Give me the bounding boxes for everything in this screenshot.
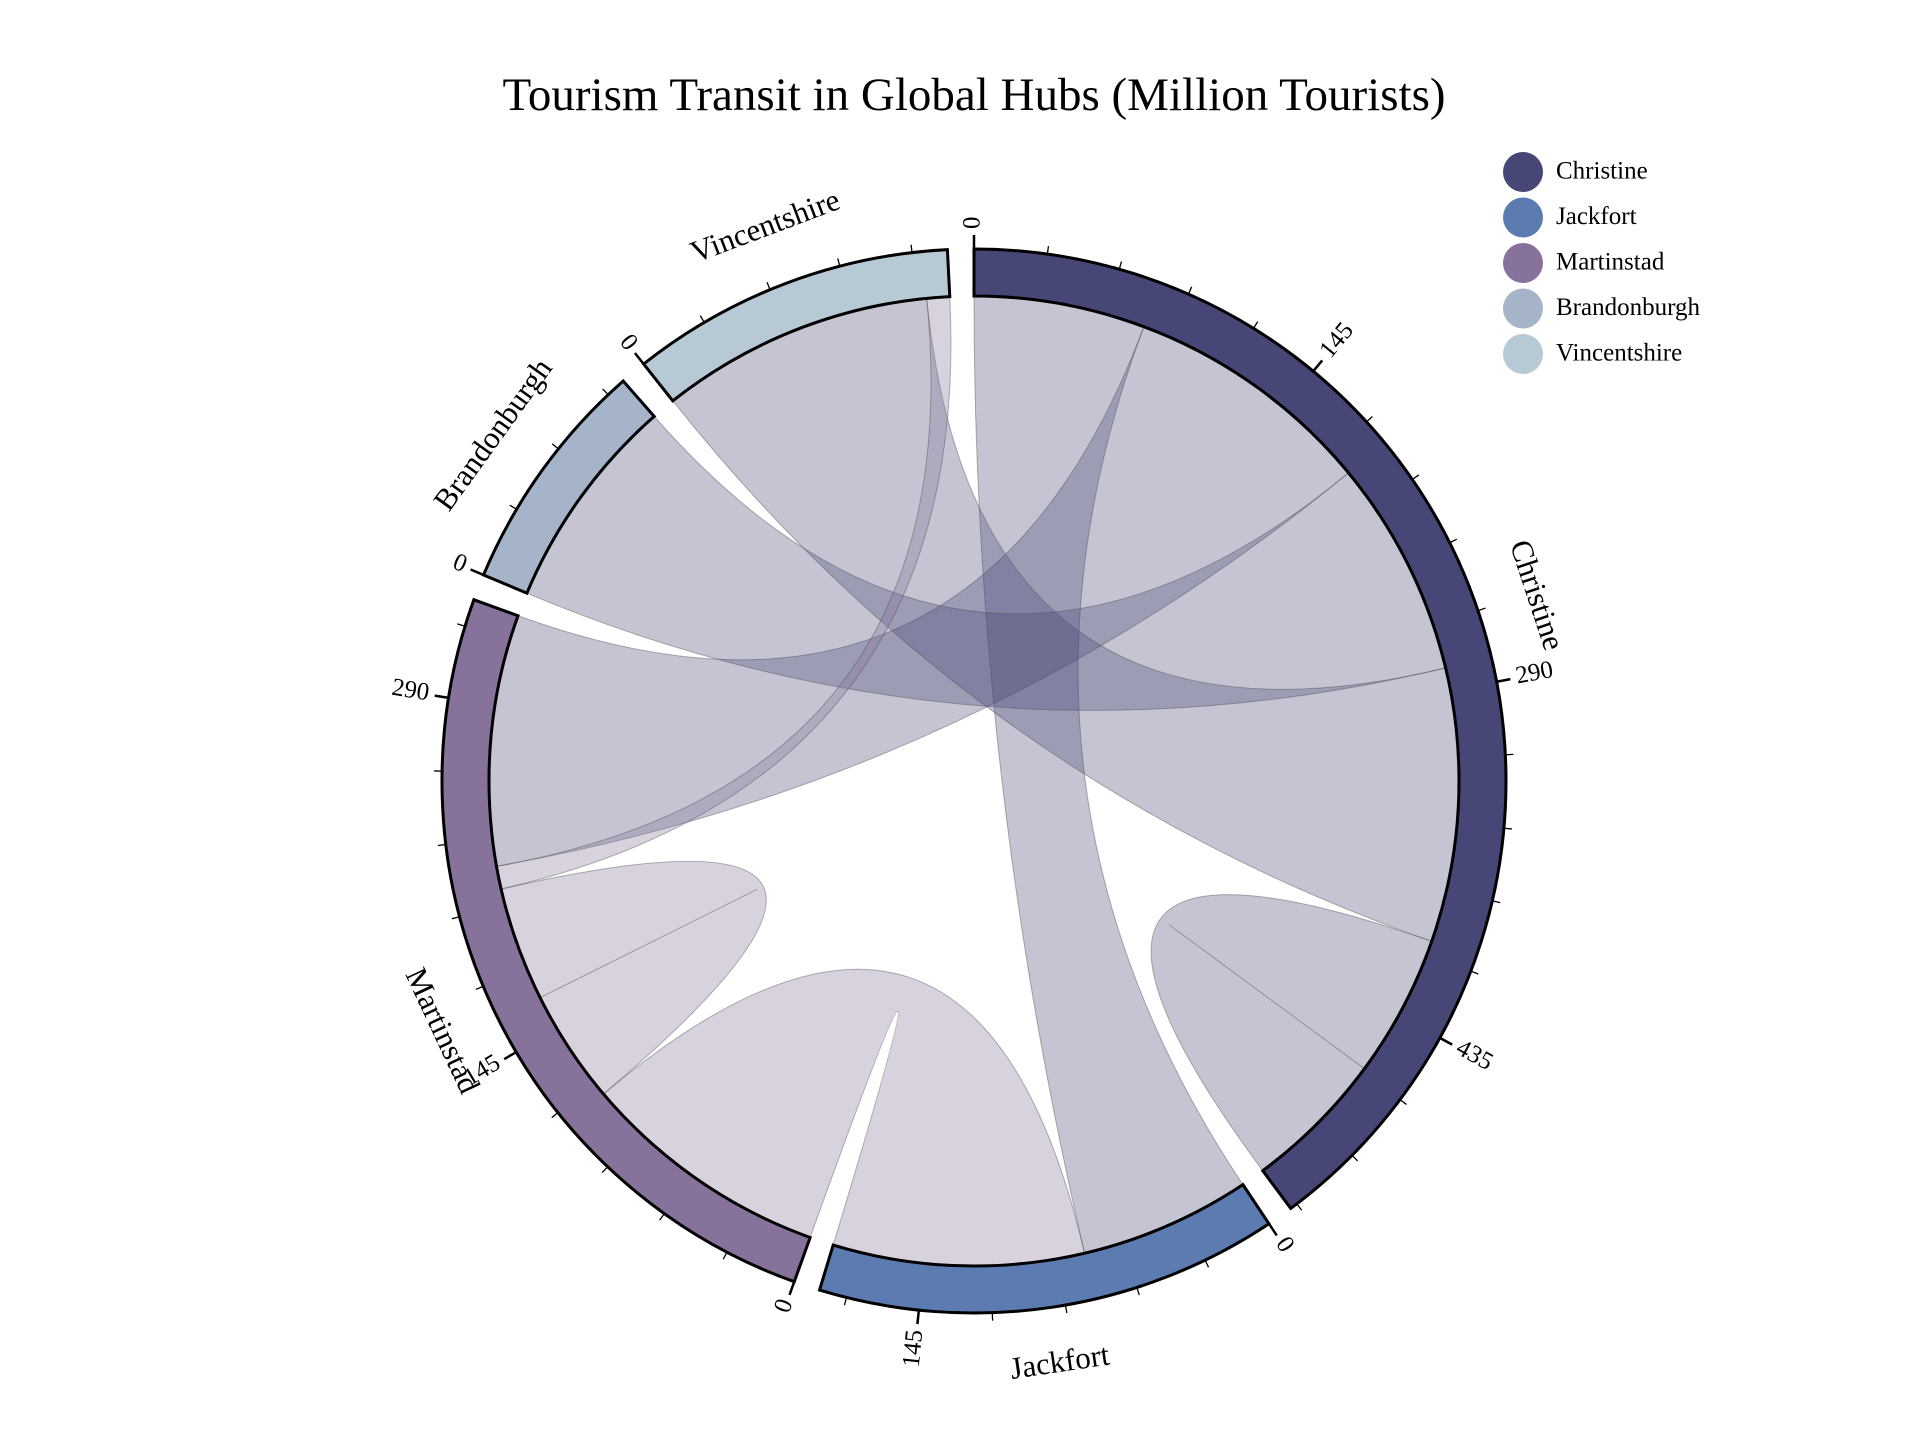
minor-tick <box>766 281 771 290</box>
minor-tick <box>1118 261 1123 270</box>
group-label-jackfort: Jackfort <box>1008 1337 1112 1386</box>
minor-tick <box>601 1166 609 1174</box>
minor-tick <box>1449 538 1458 544</box>
arc-vincentshire[interactable] <box>641 248 952 403</box>
minor-tick <box>1477 607 1486 612</box>
major-tick <box>470 568 485 577</box>
minor-tick <box>659 1213 665 1221</box>
minor-tick <box>837 258 841 267</box>
minor-tick <box>1187 286 1193 295</box>
legend: Christine Jackfort Martinstad Brandonburgh V… <box>1503 152 1700 374</box>
chart-title: Tourism Transit in Global Hubs (Million … <box>502 69 1445 121</box>
minor-tick <box>1204 1259 1210 1268</box>
major-tick <box>434 694 449 700</box>
legend-label-martinstad: Martinstad <box>1556 249 1665 276</box>
major-tick <box>1267 1223 1278 1237</box>
minor-tick <box>551 1112 559 1119</box>
tick-label: 0 <box>449 548 471 578</box>
minor-tick <box>843 1297 848 1306</box>
tick-label: 145 <box>898 1328 929 1368</box>
minor-tick <box>910 244 913 253</box>
arc-jackfort[interactable] <box>817 1182 1272 1315</box>
legend-swatch-jackfort <box>1503 197 1543 238</box>
minor-tick <box>551 443 559 450</box>
major-tick <box>1312 359 1324 373</box>
minor-tick <box>1503 827 1512 830</box>
group-label-martinstad: Martinstad <box>399 962 488 1099</box>
minor-tick <box>1351 1154 1359 1162</box>
minor-tick <box>602 388 609 396</box>
legend-label-christine: Christine <box>1556 158 1648 185</box>
tick-label: 0 <box>959 217 986 230</box>
minor-tick <box>1411 474 1420 480</box>
group-label-christine: Christine <box>1503 536 1572 655</box>
minor-tick <box>1296 1203 1303 1211</box>
major-tick <box>633 352 645 365</box>
legend-swatch-brandonburgh <box>1503 288 1543 329</box>
tick-label: 0 <box>769 1295 799 1316</box>
major-tick <box>788 1281 796 1296</box>
minor-tick <box>451 916 460 920</box>
legend-label-jackfort: Jackfort <box>1556 203 1637 230</box>
minor-tick <box>722 1251 728 1260</box>
minor-tick <box>1492 900 1501 904</box>
tick-label: 435 <box>1452 1034 1498 1076</box>
legend-swatch-martinstad <box>1503 243 1543 283</box>
tick-label: 0 <box>614 329 643 356</box>
minor-tick <box>1046 246 1050 255</box>
minor-tick <box>457 623 466 627</box>
arc-brandonburgh[interactable] <box>481 378 657 596</box>
minor-tick <box>1252 321 1259 329</box>
legend-swatch-christine <box>1503 152 1543 192</box>
group-arcs <box>440 247 1508 1315</box>
arc-christine[interactable] <box>972 247 1508 1211</box>
major-tick <box>916 1310 921 1325</box>
major-tick <box>1496 677 1511 683</box>
legend-label-brandonburgh: Brandonburgh <box>1556 294 1700 321</box>
arc-martinstad[interactable] <box>440 597 813 1284</box>
minor-tick <box>475 985 484 991</box>
legend-label-vincentshire: Vincentshire <box>1556 340 1682 367</box>
major-tick <box>1439 1036 1453 1046</box>
major-tick <box>503 1050 517 1061</box>
minor-tick <box>1136 1287 1140 1296</box>
group-label-vincentshire: Vincentshire <box>686 182 845 270</box>
ribbons <box>488 295 1460 1267</box>
tick-label: 290 <box>1513 656 1555 690</box>
tick-label: 145 <box>1314 317 1359 363</box>
minor-tick <box>1366 416 1373 423</box>
tick-label: 0 <box>1270 1232 1299 1257</box>
minor-tick <box>509 504 517 510</box>
minor-tick <box>1470 970 1479 975</box>
tick-label: 290 <box>390 674 431 707</box>
minor-tick <box>1064 1304 1068 1314</box>
minor-tick <box>699 315 705 323</box>
minor-tick <box>1399 1099 1407 1105</box>
minor-tick <box>437 843 446 847</box>
legend-swatch-vincentshire <box>1503 334 1543 374</box>
